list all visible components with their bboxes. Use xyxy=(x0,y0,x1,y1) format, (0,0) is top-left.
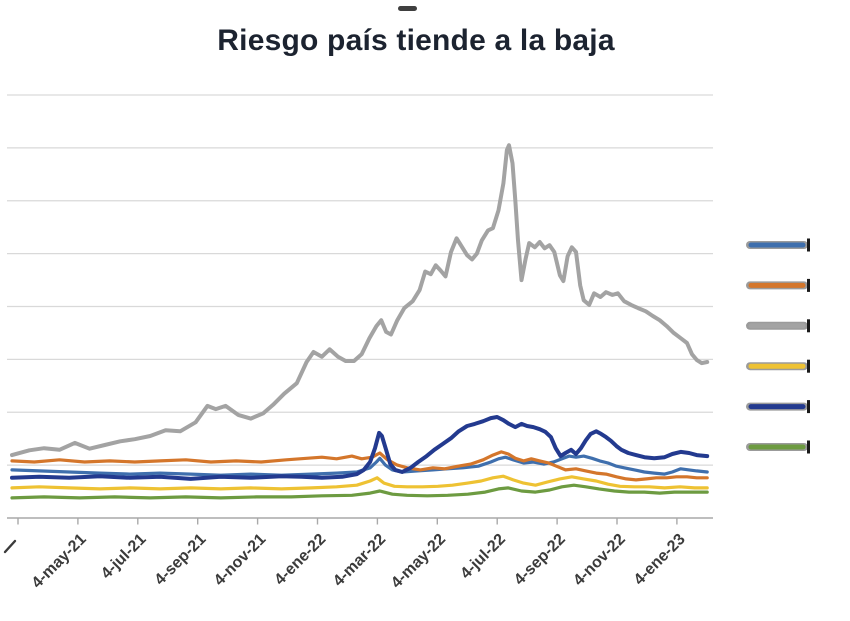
x-axis-tick-label: 4-may-22 xyxy=(388,531,449,592)
x-axis-tick-label: 4-mar-22 xyxy=(330,531,389,590)
legend-item-series-orange xyxy=(746,278,810,292)
series-gray-line xyxy=(10,143,710,458)
legend-item-series-light-blue xyxy=(746,238,810,252)
series-light-blue-line xyxy=(10,454,709,477)
cropped-window-dash xyxy=(398,6,417,11)
legend-label-cropped-sliver xyxy=(807,359,810,373)
legend-label-cropped-sliver xyxy=(807,400,810,414)
legend xyxy=(746,238,810,454)
chart-title: Riesgo país tiende a la baja xyxy=(217,24,615,57)
x-axis-tick-label: 4-jul-22 xyxy=(457,531,509,583)
legend-label-cropped-sliver xyxy=(807,440,810,454)
legend-label-cropped-sliver xyxy=(807,278,810,292)
legend-item-series-green xyxy=(746,440,810,454)
legend-item-series-navy xyxy=(746,400,810,414)
x-axis-tick-label: 4-sep-22 xyxy=(511,531,569,589)
x-axis-tick-label: 4-ene-23 xyxy=(631,531,689,589)
legend-label-cropped-sliver xyxy=(807,319,810,333)
x-axis-tick-label-cropped-fragment xyxy=(3,539,17,554)
x-axis-tick-label: 4-may-21 xyxy=(29,531,90,592)
x-axis-tick-label: 4-jul-21 xyxy=(98,531,150,583)
legend-item-series-gray xyxy=(746,319,810,333)
legend-item-series-yellow xyxy=(746,359,810,373)
series-yellow-line xyxy=(10,474,709,491)
series-navy-line xyxy=(10,415,710,481)
series-orange-line xyxy=(10,450,709,482)
x-axis-tick-label: 4-sep-21 xyxy=(152,531,210,589)
legend-label-cropped-sliver xyxy=(807,238,810,252)
x-axis-tick-label: 4-nov-21 xyxy=(211,531,270,590)
series-green-line xyxy=(10,483,709,500)
x-axis-tick-label: 4-ene-22 xyxy=(271,531,329,589)
x-axis-tick-label: 4-nov-22 xyxy=(570,531,629,590)
